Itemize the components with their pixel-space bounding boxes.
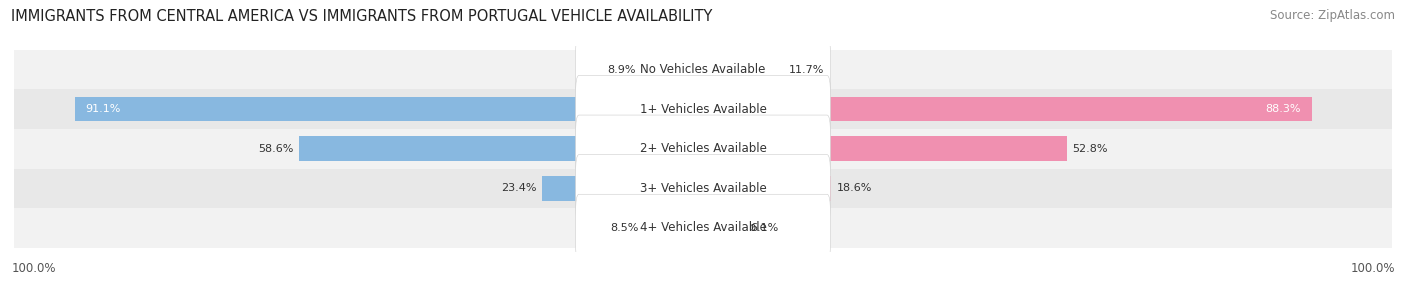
- Bar: [14, 50, 1392, 89]
- FancyBboxPatch shape: [575, 115, 831, 182]
- Bar: [14, 129, 1392, 168]
- Text: 8.5%: 8.5%: [610, 223, 638, 233]
- Text: 6.1%: 6.1%: [751, 223, 779, 233]
- Bar: [703, 97, 1312, 121]
- Bar: [14, 89, 1392, 129]
- Text: 23.4%: 23.4%: [501, 183, 536, 193]
- Bar: [75, 97, 703, 121]
- Text: 11.7%: 11.7%: [789, 65, 824, 75]
- Bar: [644, 216, 703, 240]
- Text: 18.6%: 18.6%: [837, 183, 872, 193]
- Text: Source: ZipAtlas.com: Source: ZipAtlas.com: [1270, 9, 1395, 21]
- Text: 88.3%: 88.3%: [1265, 104, 1301, 114]
- FancyBboxPatch shape: [575, 194, 831, 262]
- Bar: [299, 136, 703, 161]
- Bar: [703, 216, 745, 240]
- Text: 100.0%: 100.0%: [11, 262, 56, 275]
- Bar: [541, 176, 703, 200]
- Bar: [703, 136, 1067, 161]
- Text: 91.1%: 91.1%: [86, 104, 121, 114]
- FancyBboxPatch shape: [575, 76, 831, 143]
- Text: 1+ Vehicles Available: 1+ Vehicles Available: [640, 103, 766, 116]
- Bar: [14, 208, 1392, 248]
- Text: 2+ Vehicles Available: 2+ Vehicles Available: [640, 142, 766, 155]
- FancyBboxPatch shape: [575, 36, 831, 103]
- Bar: [703, 176, 831, 200]
- Text: 52.8%: 52.8%: [1073, 144, 1108, 154]
- Text: 3+ Vehicles Available: 3+ Vehicles Available: [640, 182, 766, 195]
- Text: 8.9%: 8.9%: [607, 65, 636, 75]
- Text: 100.0%: 100.0%: [1350, 262, 1395, 275]
- Text: 4+ Vehicles Available: 4+ Vehicles Available: [640, 221, 766, 235]
- Bar: [641, 57, 703, 82]
- Bar: [14, 168, 1392, 208]
- Bar: [703, 57, 783, 82]
- Text: 58.6%: 58.6%: [259, 144, 294, 154]
- FancyBboxPatch shape: [575, 155, 831, 222]
- Text: No Vehicles Available: No Vehicles Available: [640, 63, 766, 76]
- Text: IMMIGRANTS FROM CENTRAL AMERICA VS IMMIGRANTS FROM PORTUGAL VEHICLE AVAILABILITY: IMMIGRANTS FROM CENTRAL AMERICA VS IMMIG…: [11, 9, 713, 23]
